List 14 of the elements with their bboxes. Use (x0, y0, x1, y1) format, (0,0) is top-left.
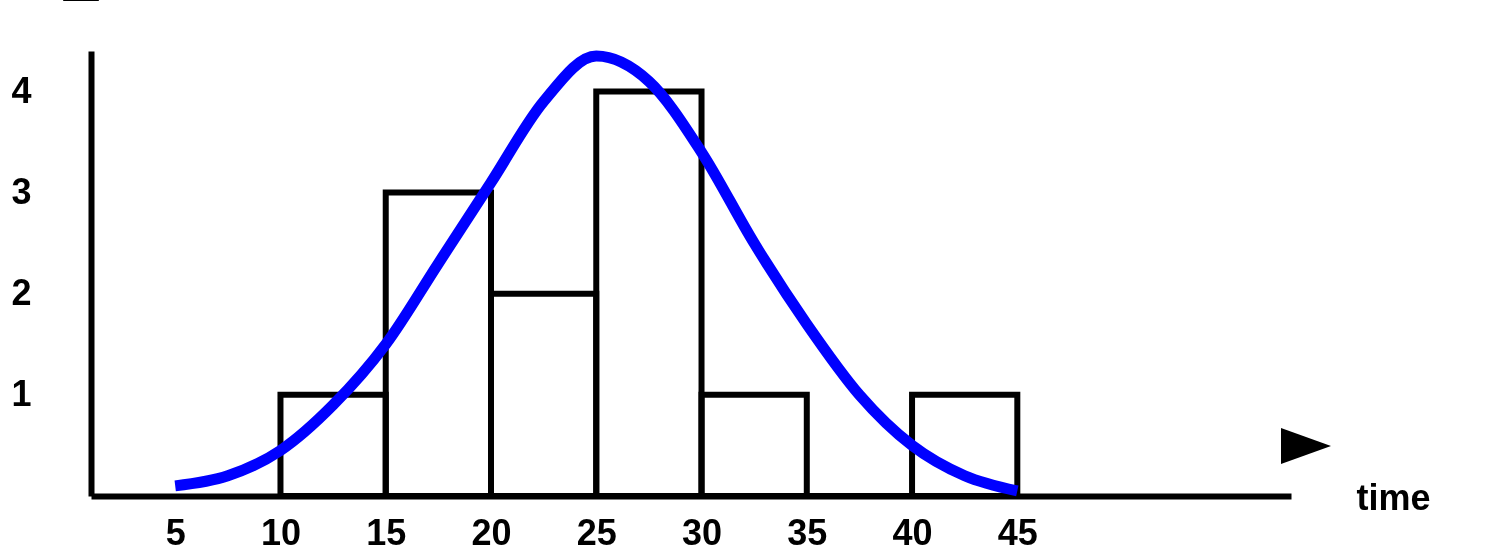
x-tick-label: 15 (366, 511, 407, 553)
x-tick-label: 40 (892, 511, 933, 553)
y-tick-label: 4 (11, 69, 32, 111)
y-tick-label: 1 (11, 373, 32, 415)
y-tick-label: 2 (11, 272, 32, 314)
x-tick-label: 20 (471, 511, 512, 553)
x-tick-label: 30 (682, 511, 723, 553)
x-tick-label: 35 (787, 511, 828, 553)
x-tick-label: 45 (997, 511, 1038, 553)
y-tick-label: 3 (11, 171, 32, 213)
x-tick-label: 10 (260, 511, 301, 553)
x-tick-label: 5 (165, 511, 186, 553)
x-tick-label: 25 (576, 511, 617, 553)
x-axis-title: time (1356, 476, 1431, 518)
